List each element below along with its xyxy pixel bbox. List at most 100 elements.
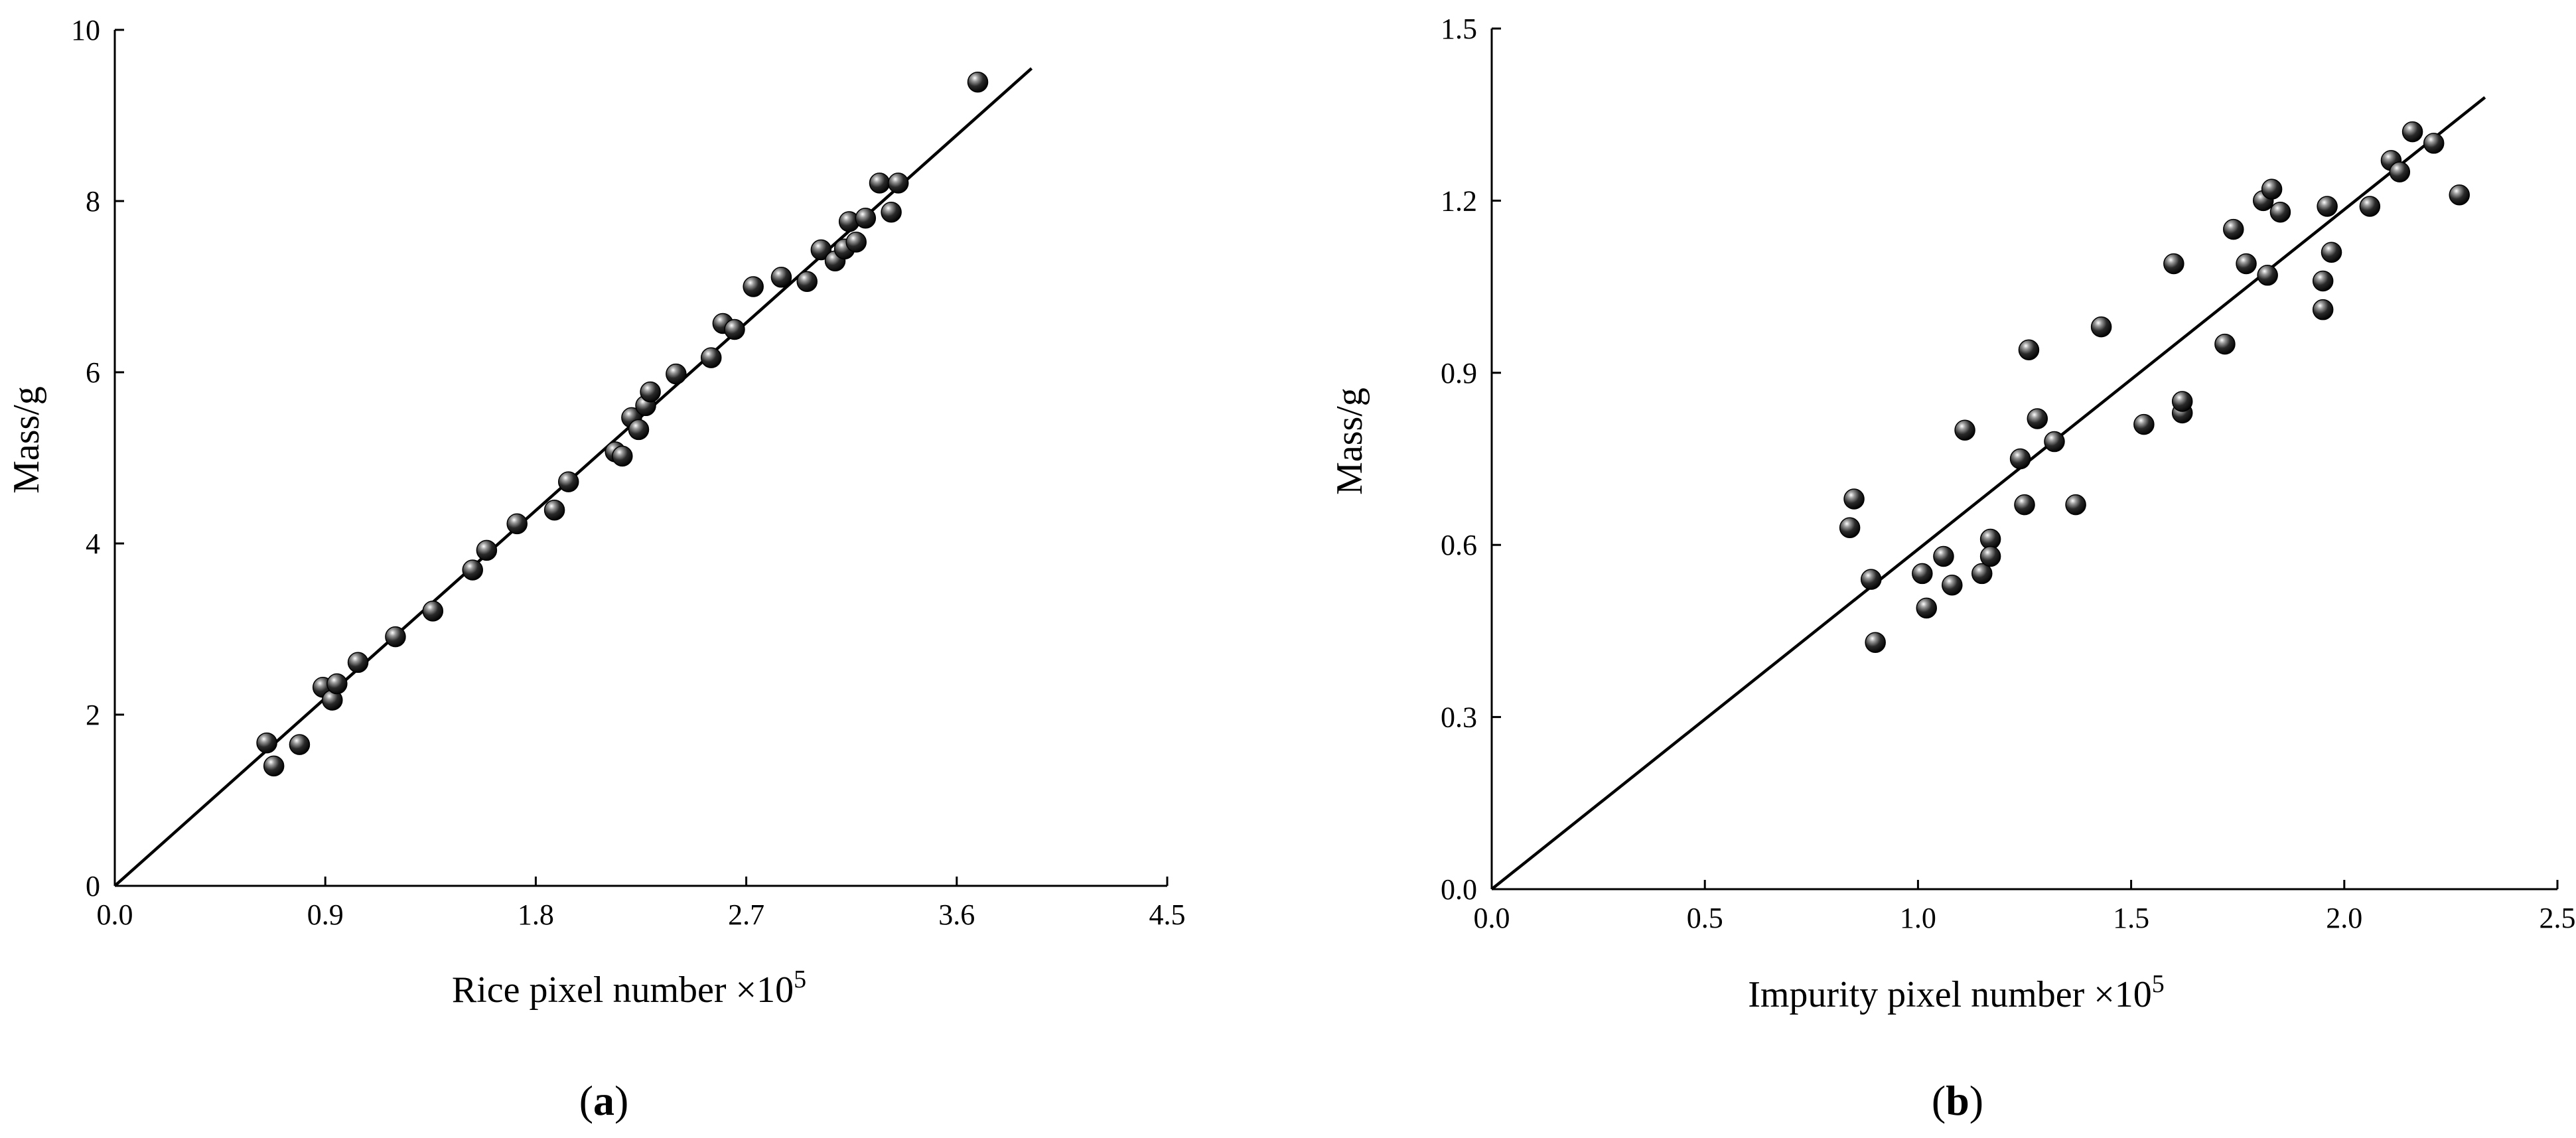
- chart-a-data-point: [724, 319, 745, 340]
- chart-a-y-tick-label: 10: [71, 14, 100, 46]
- chart-a-data-point: [855, 208, 877, 229]
- chart-a-x-tick-label: 4.5: [1149, 898, 1186, 931]
- chart-b-data-point: [1860, 569, 1882, 590]
- chart-a-data-point: [881, 202, 902, 223]
- chart-b-y-tick-label: 1.5: [1441, 13, 1477, 45]
- chart-a-data-point: [845, 232, 867, 253]
- chart-b-data-point: [2065, 494, 2086, 516]
- chart-a-data-point: [385, 626, 406, 648]
- chart-b-regression-line: [1490, 96, 2486, 890]
- chart-a-data-point: [640, 381, 661, 403]
- chart-b-data-point: [2214, 333, 2236, 355]
- chart-a-data-point: [796, 271, 818, 293]
- chart-a-data-point: [422, 601, 444, 622]
- chart-b-data-point: [2223, 218, 2244, 240]
- chart-a-data-point: [666, 363, 687, 385]
- chart-b-y-tick-label: 0.0: [1441, 873, 1477, 906]
- chart-a-y-axis-title: Mass/g: [6, 386, 47, 494]
- chart-a-data-point: [628, 419, 650, 441]
- chart-b-data-point: [2014, 494, 2035, 516]
- chart-b-data-point: [2236, 253, 2257, 275]
- chart-b-x-tick-label: 1.0: [1900, 902, 1936, 934]
- chart-a-x-tick-label: 1.8: [518, 898, 554, 931]
- chart-a-data-point: [289, 734, 311, 755]
- chart-a-points: [256, 71, 989, 777]
- chart-b-data-point: [2133, 413, 2155, 435]
- chart-b-y-tick-label: 0.9: [1441, 357, 1477, 390]
- chart-a-x-tick-label: 3.6: [938, 898, 975, 931]
- chart-a-y-tick-label: 2: [86, 699, 100, 731]
- chart-a-data-point: [506, 513, 528, 535]
- chart-b-fit-line: [1490, 96, 2486, 890]
- chart-a-x-tick-label: 0.9: [307, 898, 344, 931]
- chart-b-data-point: [2027, 408, 2048, 429]
- chart-b-data-point: [1912, 563, 1933, 585]
- chart-a-x-tick-label: 0.0: [97, 898, 133, 931]
- chart-b-axes: [1490, 29, 2557, 890]
- chart-a-data-point: [743, 276, 764, 297]
- chart-b-data-point: [1839, 517, 1861, 539]
- chart-a-data-point: [810, 239, 832, 261]
- chart-b-x-tick-label: 2.5: [2540, 902, 2576, 934]
- chart-b-points: [1839, 121, 2470, 653]
- chart-a-x-axis-title: Rice pixel number ×105: [452, 965, 806, 1011]
- chart-b-data-point: [2401, 121, 2423, 143]
- chart-b-data-point: [1971, 563, 1993, 585]
- chart-a-data-point: [543, 499, 565, 521]
- chart-a-data-point: [700, 347, 722, 368]
- chart-b-data-point: [2312, 299, 2334, 320]
- chart-b-data-point: [1865, 632, 1886, 653]
- chart-a-data-point: [967, 71, 989, 93]
- chart-b-data-point: [2257, 265, 2278, 286]
- chart-b-data-point: [2261, 178, 2283, 200]
- chart-b-x-tick-label: 2.0: [2326, 902, 2362, 934]
- chart-b-data-point: [2423, 133, 2445, 154]
- chart-b-data-point: [2044, 431, 2065, 453]
- chart-a-data-point: [263, 755, 285, 777]
- chart-b-x-tick-label: 1.5: [2113, 902, 2149, 934]
- chart-b-data-point: [2269, 201, 2291, 223]
- chart-a-data-point: [326, 673, 348, 695]
- chart-a-data-point: [476, 539, 498, 561]
- chart-b-y-tick-label: 1.2: [1441, 184, 1477, 217]
- chart-b-data-point: [2163, 253, 2184, 275]
- chart-b-data-point: [2449, 184, 2470, 206]
- chart-b-x-tick-label: 0.0: [1474, 902, 1510, 934]
- chart-a-data-point: [347, 652, 369, 674]
- chart-a: 0.0 0.9 1.8 2.7 3.6 4.5 0 2 4 6 8 10 Mass/g Rice pi…: [6, 14, 1186, 1124]
- chart-a-data-point: [612, 445, 633, 467]
- chart-b-data-point: [1942, 574, 1963, 596]
- chart-b-data-point: [2090, 316, 2112, 338]
- chart-a-data-point: [256, 732, 277, 754]
- chart-a-panel-label: (a): [579, 1077, 629, 1124]
- chart-b-data-point: [2359, 196, 2381, 217]
- chart-a-y-tick-label: 0: [86, 870, 100, 902]
- chart-a-data-point: [770, 267, 792, 288]
- chart-b-data-point: [2312, 270, 2334, 292]
- chart-b-data-point: [2009, 448, 2031, 470]
- chart-b-x-tick-label: 0.5: [1687, 902, 1723, 934]
- chart-a-y-tick-label: 4: [86, 528, 100, 560]
- chart-b-data-point: [2171, 391, 2193, 412]
- chart-a-data-point: [557, 471, 579, 492]
- chart-b-data-point: [1843, 488, 1865, 510]
- chart-b-data-point: [2317, 196, 2338, 217]
- chart-b-y-tick-label: 0.3: [1441, 701, 1477, 734]
- chart-a-data-point: [869, 173, 891, 194]
- chart-a-data-point: [887, 173, 909, 194]
- chart-a-x-tick-label: 2.7: [728, 898, 764, 931]
- chart-a-y-tick-label: 8: [86, 185, 100, 218]
- chart-a-data-point: [462, 559, 483, 581]
- chart-b-y-axis-title: Mass/g: [1329, 388, 1370, 495]
- chart-b-data-point: [1933, 545, 1954, 567]
- chart-b-ticks: 0.0 0.5 1.0 1.5 2.0 2.5 0.0 0.3 0.6 0.9 1.2 1.5: [1441, 13, 2576, 934]
- chart-b-data-point: [2018, 339, 2040, 360]
- chart-a-y-tick-label: 6: [86, 356, 100, 389]
- chart-b-x-axis-title: Impurity pixel number ×105: [1748, 970, 2165, 1015]
- chart-b-y-tick-label: 0.6: [1441, 529, 1477, 561]
- chart-b-data-point: [1954, 419, 1975, 441]
- chart-b-data-point: [2321, 242, 2342, 263]
- chart-b-data-point: [2389, 161, 2411, 182]
- chart-a-axes: [113, 30, 1167, 887]
